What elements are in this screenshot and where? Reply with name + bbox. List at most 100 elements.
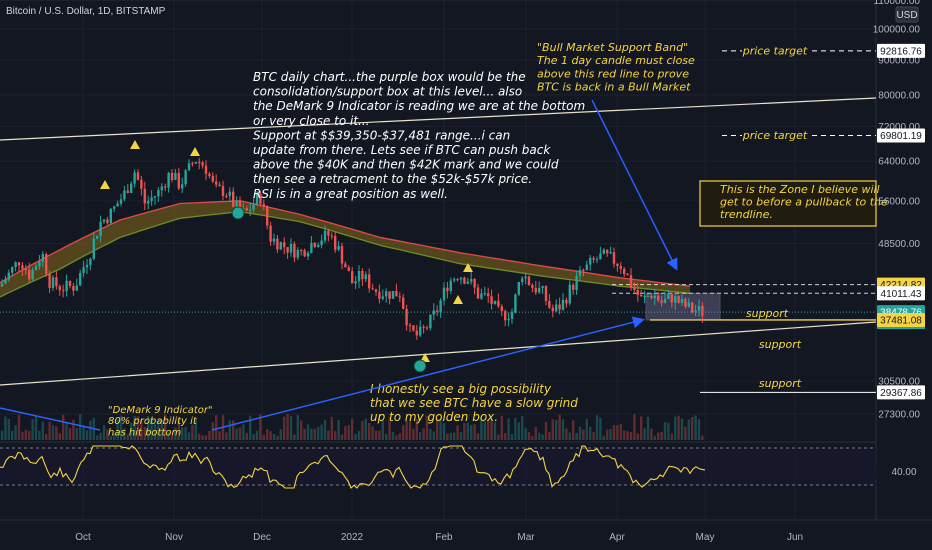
volume-bar <box>487 420 490 440</box>
volume-bar <box>633 414 636 440</box>
volume-bar <box>79 414 82 440</box>
price-axis[interactable]: 110000.00 100000.00 90000.00 80000.00 72000.… <box>873 0 921 421</box>
volume-bar <box>694 415 697 440</box>
volume-bar <box>65 421 68 440</box>
currency-button-bg[interactable] <box>895 6 919 23</box>
candle-body <box>0 283 4 287</box>
candle-body <box>623 268 626 275</box>
candle-body <box>371 288 374 290</box>
main-annotation-line: then see a retracment to the $52k-$57k p… <box>253 172 532 186</box>
candle-body <box>398 296 401 298</box>
candle-body <box>633 287 636 290</box>
candle-body <box>548 300 551 308</box>
candle-body <box>602 249 605 254</box>
volume-bar <box>524 428 527 440</box>
volume-bar <box>476 433 480 440</box>
y-tick-label: 48500.00 <box>878 239 920 250</box>
volume-bar <box>595 415 599 440</box>
demark-annotation-line: "DeMark 9 Indicator" <box>108 405 213 416</box>
candle-body <box>235 200 238 207</box>
volume-bar <box>82 425 85 440</box>
time-axis[interactable]: Oct Nov Dec 2022 Feb Mar Apr May Jun <box>75 532 803 543</box>
candle-body <box>123 190 126 200</box>
candle-body <box>568 284 571 304</box>
band-green-line <box>0 210 691 298</box>
volume-bar <box>262 434 265 440</box>
volume-bar <box>521 416 524 440</box>
candle-body <box>578 269 582 276</box>
candle-body <box>330 235 333 237</box>
grind-annotation-line: I honestly see a big possibility <box>370 382 552 396</box>
currency-button[interactable]: USD <box>896 10 917 21</box>
volume-bar <box>38 430 41 440</box>
candle-body <box>558 304 561 310</box>
volume-bar <box>381 420 384 440</box>
volume-bar <box>160 420 163 440</box>
candle-body <box>153 196 157 198</box>
candle-body <box>106 219 109 224</box>
candle-body <box>381 296 384 299</box>
demark-check-circle <box>413 359 427 373</box>
candle-body <box>476 287 480 299</box>
volume-bar <box>45 434 48 440</box>
candle-body <box>388 291 391 299</box>
volume-bar <box>75 428 78 440</box>
arrow-demark <box>0 407 101 431</box>
volume-bar <box>133 416 136 440</box>
volume-bar <box>174 427 177 440</box>
candle-body <box>653 295 656 298</box>
volume-bar <box>28 430 31 440</box>
candle-body <box>181 184 184 189</box>
candle-body <box>374 289 378 292</box>
volume-bar <box>153 423 157 440</box>
candle-body <box>361 270 364 280</box>
candle-body <box>589 257 592 265</box>
candle-body <box>504 311 507 321</box>
candle-body <box>126 190 129 193</box>
candle-body <box>368 274 371 289</box>
candle-body <box>487 293 490 297</box>
volume-bar <box>497 434 500 440</box>
volume-bar <box>609 429 612 440</box>
candle-body <box>38 261 41 267</box>
volume-bar <box>551 419 554 440</box>
volume-bar <box>429 429 432 440</box>
candle-body <box>667 294 670 299</box>
candle-body <box>72 285 75 291</box>
volume-bar <box>167 432 170 440</box>
volume-bar <box>378 430 381 440</box>
volume-bar <box>575 433 578 440</box>
volume-bar <box>684 426 687 440</box>
volume-bar <box>653 435 656 440</box>
candle-body <box>327 230 330 236</box>
volume-bar <box>388 416 391 440</box>
candle-body <box>334 235 337 250</box>
candle-body <box>160 186 163 191</box>
demark-markers-layer <box>100 140 473 373</box>
rsi-line <box>0 445 706 489</box>
candle-body <box>89 258 92 265</box>
candle-body <box>629 275 633 288</box>
volume-bar <box>385 433 388 440</box>
candle-body <box>595 259 599 261</box>
candle-body <box>687 302 690 307</box>
support-label: support <box>759 338 802 351</box>
volume-bar <box>252 434 255 440</box>
volume-bar <box>310 428 313 440</box>
demark-triangle <box>130 140 140 149</box>
main-annotation-line: BTC daily chart...the purple box would b… <box>253 70 526 84</box>
volume-bar <box>412 428 415 440</box>
candle-body <box>215 181 218 185</box>
candle-body <box>436 310 439 312</box>
candle-body <box>354 281 357 284</box>
candle-body <box>191 163 194 165</box>
volume-bar <box>558 414 561 440</box>
bull-band-annotation-line: above this red line to prove <box>537 67 689 80</box>
volume-bar <box>544 421 548 440</box>
x-tick-label: 2022 <box>341 532 364 543</box>
volume-bar <box>296 415 299 440</box>
volume-bar <box>150 417 153 440</box>
volume-bar <box>629 432 633 440</box>
candle-body <box>198 161 201 163</box>
lower-trendline <box>0 321 877 386</box>
